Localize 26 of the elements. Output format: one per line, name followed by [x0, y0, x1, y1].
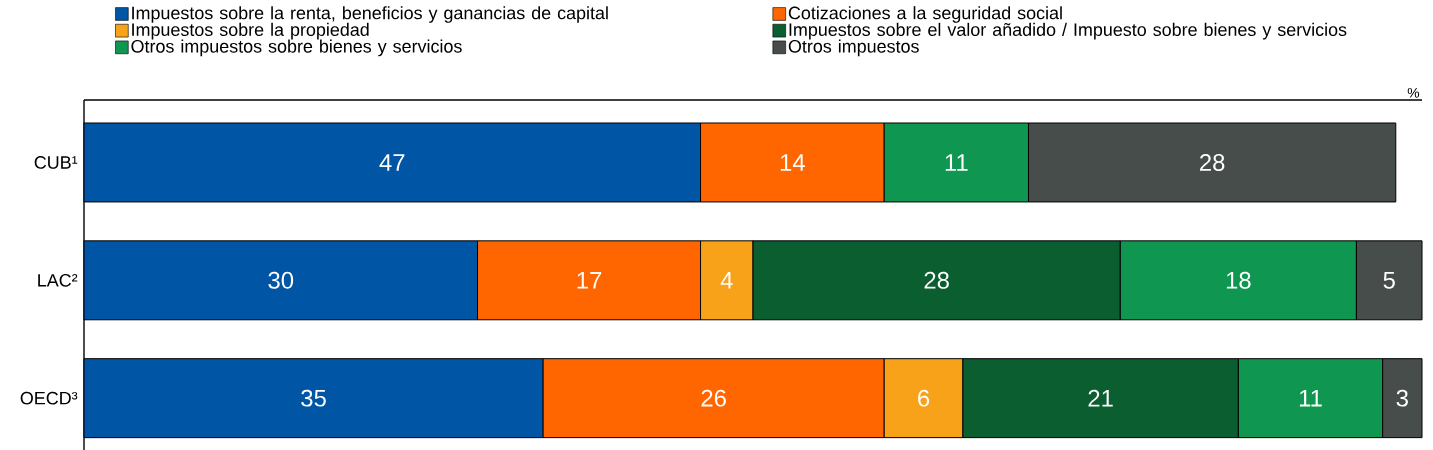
legend-label: Cotizaciones a la seguridad social: [788, 6, 1062, 23]
x-axis-title: %: [1407, 87, 1420, 98]
data-label: 26: [701, 389, 726, 407]
data-label: 35: [301, 389, 326, 407]
legend-label: Impuestos sobre la renta, beneficios y ganancias de capital: [132, 6, 608, 23]
data-label: 28: [1200, 154, 1225, 171]
data-label: 14: [780, 154, 805, 171]
data-label: 21: [1088, 389, 1113, 407]
data-label: 3: [1396, 389, 1408, 407]
data-label: 30: [268, 271, 294, 289]
data-label: 5: [1383, 271, 1395, 289]
data-label: 47: [379, 154, 405, 171]
legend-label: Impuestos sobre el valor añadido / Impuesto sobre bienes y servicios: [789, 22, 1347, 40]
data-label: 4: [720, 272, 733, 289]
data-label: 11: [945, 154, 968, 171]
legend-label: Otros impuestos sobre bienes y servicios: [131, 39, 462, 57]
data-label: 17: [577, 272, 602, 289]
y-tick-label: OECD³: [20, 391, 78, 405]
data-label: 11: [1299, 389, 1322, 407]
data-label: 18: [1226, 271, 1251, 289]
y-tick-label: LAC²: [38, 273, 78, 287]
legend-label: Impuestos sobre la propiedad: [132, 22, 369, 40]
legend-label: Otros impuestos: [788, 39, 919, 57]
y-tick-label: CUB¹: [34, 156, 78, 169]
data-label: 6: [918, 389, 930, 407]
data-label: 28: [924, 271, 949, 289]
